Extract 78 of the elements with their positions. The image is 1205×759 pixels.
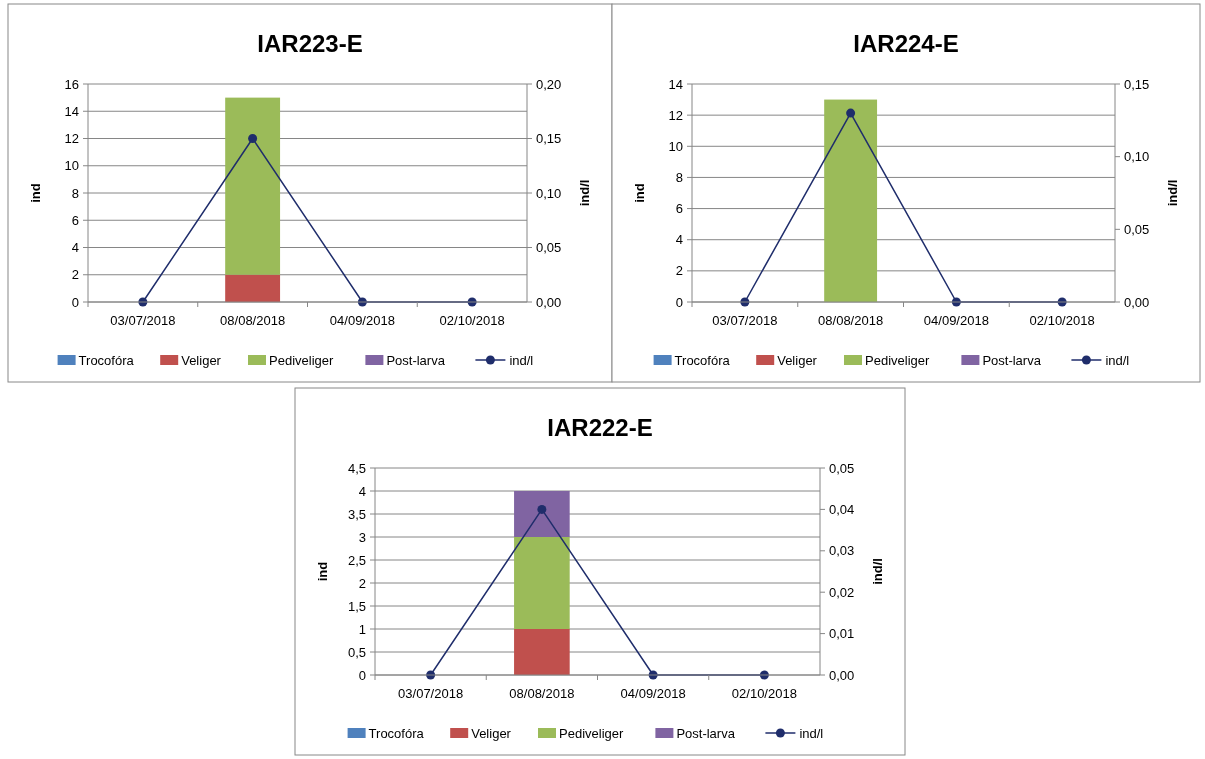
y-tick-label: 4 [71, 240, 79, 256]
legend-label: Veliger [471, 725, 512, 741]
y-tick-label: 4,5 [347, 460, 366, 476]
legend-label: Trocofóra [368, 725, 425, 741]
y-tick-label: 8 [675, 169, 683, 185]
y-axis-title: ind [632, 183, 647, 203]
y2-tick-label: 0,04 [829, 501, 855, 517]
y2-tick-label: 0,05 [536, 240, 562, 256]
y-tick-label: 0,5 [347, 644, 366, 660]
y-axis-title: ind [28, 183, 43, 203]
x-tick-label: 08/08/2018 [818, 312, 884, 328]
legend-label: Post-larva [386, 352, 446, 368]
legend-label: ind/l [1105, 352, 1130, 368]
y-tick-label: 1,5 [347, 598, 366, 614]
x-tick-label: 03/07/2018 [398, 685, 464, 701]
y2-tick-label: 0,10 [1124, 149, 1150, 165]
y-tick-label: 2,5 [347, 552, 366, 568]
x-tick-label: 02/10/2018 [731, 685, 797, 701]
y-tick-label: 6 [675, 201, 683, 217]
legend-label: Post-larva [676, 725, 736, 741]
y2-tick-label: 0,00 [1124, 294, 1150, 310]
x-tick-label: 03/07/2018 [712, 312, 778, 328]
y-tick-label: 3,5 [347, 506, 366, 522]
x-tick-label: 04/09/2018 [620, 685, 686, 701]
legend-label: Veliger [777, 352, 818, 368]
y-tick-label: 14 [64, 103, 79, 119]
y2-axis-title: ind/l [577, 179, 592, 207]
legend-label: Pediveliger [865, 352, 930, 368]
y-tick-label: 10 [668, 138, 683, 154]
x-tick-label: 04/09/2018 [329, 312, 395, 328]
y2-axis-title: ind/l [1165, 179, 1180, 207]
y-tick-label: 6 [71, 212, 79, 228]
y2-tick-label: 0,03 [829, 543, 855, 559]
legend-label: Trocofóra [78, 352, 135, 368]
y-tick-label: 3 [358, 529, 366, 545]
y-tick-label: 12 [64, 131, 79, 147]
y-tick-label: 12 [668, 107, 683, 123]
y2-tick-label: 0,05 [1124, 221, 1150, 237]
y2-tick-label: 0,05 [829, 460, 855, 476]
chart-title: IAR224-E [853, 30, 959, 57]
y2-tick-label: 0,00 [536, 294, 562, 310]
legend-label: ind/l [509, 352, 534, 368]
chart-title: IAR223-E [257, 30, 363, 57]
legend-label: Pediveliger [559, 725, 624, 741]
y-tick-label: 14 [668, 76, 683, 92]
legend-label: Post-larva [982, 352, 1042, 368]
y-axis-title: ind [315, 561, 330, 582]
y2-axis-title: ind/l [870, 558, 885, 585]
x-tick-label: 03/07/2018 [110, 312, 176, 328]
legend-label: Trocofóra [674, 352, 731, 368]
y-tick-label: 2 [71, 267, 79, 283]
y2-tick-label: 0,20 [536, 76, 562, 92]
x-tick-label: 02/10/2018 [1029, 312, 1095, 328]
y-tick-label: 0 [71, 294, 79, 310]
legend-label: Veliger [181, 352, 222, 368]
y2-tick-label: 0,02 [829, 584, 855, 600]
y2-tick-label: 0,15 [536, 131, 562, 147]
y-tick-label: 16 [64, 76, 79, 92]
y-tick-label: 0 [675, 294, 683, 310]
x-tick-label: 02/10/2018 [439, 312, 505, 328]
chart-title: IAR222-E [547, 414, 653, 441]
y2-tick-label: 0,01 [829, 626, 855, 642]
x-tick-label: 08/08/2018 [220, 312, 286, 328]
y-tick-label: 2 [675, 263, 683, 279]
x-tick-label: 08/08/2018 [509, 685, 575, 701]
y-tick-label: 10 [64, 158, 79, 174]
y-tick-label: 2 [358, 575, 366, 591]
y-tick-label: 4 [675, 232, 683, 248]
y2-tick-label: 0,10 [536, 185, 562, 201]
y2-tick-label: 0,15 [1124, 76, 1150, 92]
x-tick-label: 04/09/2018 [923, 312, 989, 328]
legend-label: ind/l [799, 725, 824, 741]
y-tick-label: 4 [358, 483, 366, 499]
y2-tick-label: 0,00 [829, 667, 855, 683]
y-tick-label: 0 [358, 667, 366, 683]
y-tick-label: 8 [71, 185, 79, 201]
legend-label: Pediveliger [269, 352, 334, 368]
y-tick-label: 1 [358, 621, 366, 637]
